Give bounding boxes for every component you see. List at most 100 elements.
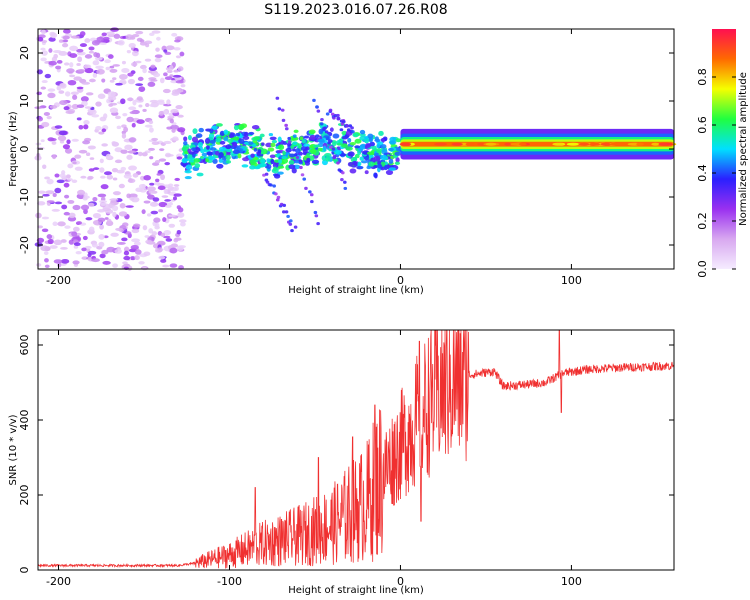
heatmap-cell: [158, 255, 166, 260]
heatmap-cell: [73, 76, 82, 81]
heatmap-cell: [98, 131, 105, 135]
heatmap-cell: [324, 153, 332, 157]
heatmap-cell: [73, 226, 80, 232]
heatmap-cell: [151, 231, 157, 236]
heatmap-cell: [259, 133, 265, 138]
heatmap-cell: [284, 210, 289, 214]
heatmap-cell: [264, 172, 269, 176]
heatmap-cell: [142, 225, 148, 231]
heatmap-cell: [102, 260, 111, 265]
heatmap-cell: [143, 251, 151, 256]
heatmap-cell: [41, 39, 48, 43]
heatmap-cell: [175, 105, 183, 110]
heatmap-cell: [298, 159, 303, 163]
heatmap-cell: [41, 216, 50, 220]
heatmap-cell: [53, 49, 62, 54]
heatmap-cell: [388, 167, 397, 171]
heatmap-cell: [98, 234, 105, 240]
heatmap-cell: [218, 153, 222, 159]
heatmap-cell: [112, 64, 120, 67]
heatmap-cell: [336, 113, 340, 118]
heatmap-cell: [209, 147, 217, 151]
heatmap-cell: [251, 143, 257, 147]
heatmap-cell: [95, 65, 104, 70]
heatmap-cell: [319, 122, 324, 126]
heatmap-cell: [658, 142, 668, 146]
heatmap-cell: [219, 130, 225, 137]
heatmap-cell: [127, 72, 134, 77]
heatmap-cell: [282, 150, 286, 156]
heatmap-cell: [157, 185, 166, 191]
heatmap-cell: [324, 130, 329, 134]
heatmap-cell: [81, 81, 91, 85]
heatmap-cell: [292, 141, 298, 146]
heatmap-cell: [281, 118, 286, 122]
heatmap-cell: [148, 120, 154, 125]
heatmap-cell: [196, 172, 204, 177]
heatmap-cell: [110, 232, 119, 237]
heatmap-cell: [332, 156, 336, 160]
heatmap-cell: [343, 180, 347, 184]
heatmap-cell: [145, 239, 153, 244]
heatmap-cell: [99, 253, 106, 259]
heatmap-cell: [117, 39, 125, 46]
heatmap-cell: [99, 224, 104, 230]
heatmap-cell: [112, 191, 121, 196]
heatmap-cell: [139, 39, 145, 43]
heatmap-cell: [91, 40, 101, 46]
heatmap-cell: [163, 72, 168, 77]
heatmap-cell: [373, 165, 378, 169]
heatmap-cell: [163, 140, 172, 145]
y-tick-label: -20: [18, 236, 31, 254]
heatmap-cell: [35, 263, 42, 267]
heatmap-cell: [352, 133, 359, 138]
heatmap-cell: [365, 143, 371, 148]
heatmap-cell: [157, 247, 163, 253]
heatmap-cell: [191, 147, 197, 152]
heatmap-cell: [225, 154, 231, 161]
heatmap-cell: [325, 112, 330, 116]
colorbar-tick-label: 0.6: [696, 116, 709, 134]
heatmap-cell: [61, 170, 66, 175]
heatmap-cell: [37, 190, 46, 194]
heatmap-cell: [93, 51, 98, 58]
heatmap-cell: [165, 204, 172, 208]
heatmap-cell: [56, 59, 63, 64]
y-tick-label: 400: [18, 410, 31, 431]
heatmap-cell: [176, 156, 183, 160]
heatmap-cell: [373, 155, 381, 162]
heatmap-cell: [345, 146, 353, 151]
heatmap-cell: [148, 70, 153, 74]
heatmap-cell: [128, 137, 137, 143]
heatmap-cell: [291, 168, 297, 174]
heatmap-cell: [40, 139, 45, 143]
heatmap-cell: [287, 140, 292, 144]
heatmap-cell: [359, 156, 365, 161]
heatmap-cell: [155, 222, 160, 228]
heatmap-cell: [156, 36, 161, 41]
heatmap-cell: [97, 217, 106, 223]
heatmap-cell: [41, 228, 49, 233]
heatmap-cell: [304, 161, 311, 166]
heatmap-cell: [46, 200, 55, 203]
heatmap-cell: [128, 106, 137, 111]
heatmap-cell: [273, 166, 278, 172]
heatmap-cell: [131, 238, 141, 243]
heatmap-cell: [299, 136, 304, 141]
heatmap-cell: [191, 136, 199, 143]
heatmap-cell: [142, 68, 147, 74]
heatmap-cell: [238, 138, 245, 144]
heatmap-cell: [322, 126, 326, 131]
heatmap-cell: [158, 201, 168, 208]
heatmap-cell: [389, 155, 394, 160]
heatmap-cell: [92, 72, 98, 78]
heatmap-cell: [106, 98, 111, 104]
heatmap-cell: [237, 153, 242, 159]
heatmap-cell: [275, 96, 280, 100]
heatmap-cell: [99, 167, 105, 173]
heatmap-cell: [105, 66, 111, 71]
heatmap-cell: [341, 120, 346, 124]
heatmap-cell: [131, 122, 136, 128]
heatmap-cell: [364, 170, 369, 175]
heatmap-cell: [64, 91, 71, 97]
